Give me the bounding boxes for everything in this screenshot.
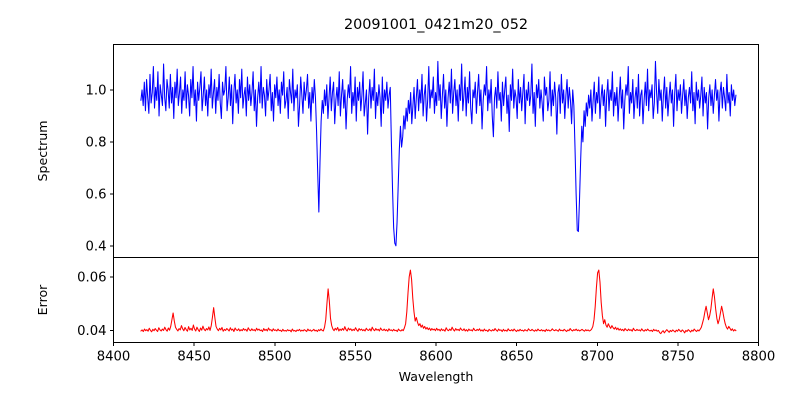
spectrum-axis-label: Spectrum <box>35 120 50 181</box>
spectrum-y-ticks: 0.4 0.6 0.8 1.0 <box>86 84 114 254</box>
page-title: 20091001_0421m20_052 <box>344 17 528 33</box>
y-tick-label: 0.04 <box>77 324 106 339</box>
x-tick-label: 8450 <box>177 350 211 365</box>
y-tick-label: 0.4 <box>86 239 107 254</box>
x-tick-label: 8700 <box>580 350 614 365</box>
error-panel: 0.04 0.06 8400 8450 8500 8550 8600 8650 8700 875… <box>35 256 776 365</box>
x-tick-label: 8400 <box>97 350 131 365</box>
spectrum-series-line <box>140 60 737 247</box>
wavelength-axis-label: Wavelength <box>399 369 474 384</box>
y-tick-label: 0.8 <box>86 136 107 151</box>
error-series-line <box>140 269 737 335</box>
x-tick-label: 8550 <box>339 350 373 365</box>
wavelength-x-ticks: 8400 8450 8500 8550 8600 8650 8700 8750 8800 <box>97 342 776 365</box>
x-tick-label: 8500 <box>258 350 292 365</box>
x-tick-label: 8600 <box>419 350 453 365</box>
x-tick-label: 8650 <box>500 350 534 365</box>
y-tick-label: 0.06 <box>77 270 106 285</box>
error-axis-label: Error <box>35 284 50 316</box>
x-tick-label: 8750 <box>661 350 695 365</box>
y-tick-label: 1.0 <box>86 84 107 99</box>
y-tick-label: 0.6 <box>86 187 107 202</box>
error-y-ticks: 0.04 0.06 <box>77 270 114 339</box>
x-tick-label: 8800 <box>742 350 776 365</box>
